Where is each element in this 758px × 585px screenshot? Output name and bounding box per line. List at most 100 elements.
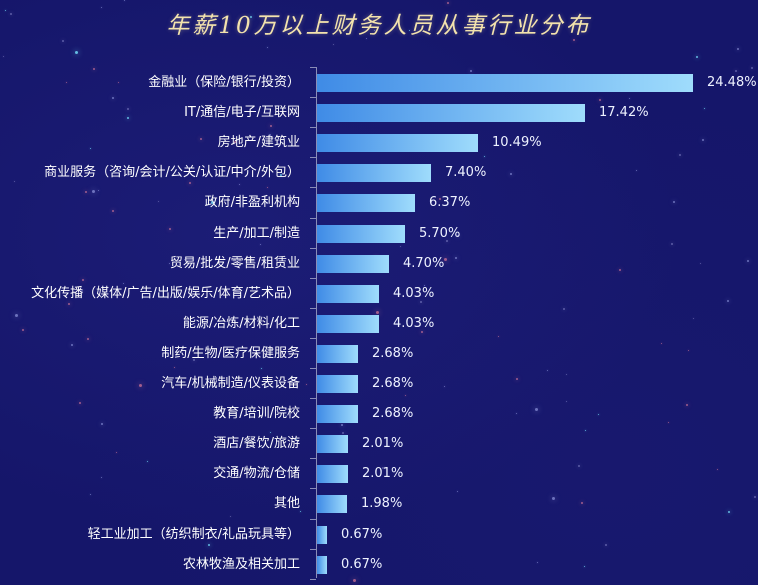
star-decoration: [581, 502, 583, 504]
star-decoration: [66, 82, 67, 83]
value-label: 2.68%: [372, 376, 414, 391]
star-decoration: [735, 70, 737, 72]
bar-row: 教育/培训/院校 2.68%: [0, 399, 758, 429]
star-decoration: [619, 269, 621, 271]
star-decoration: [704, 108, 705, 109]
bar: [317, 104, 585, 122]
star-decoration: [484, 156, 485, 157]
value-label: 17.42%: [599, 105, 649, 120]
bar-row: 文化传播（媒体/广告/出版/娱乐/体育/艺术品） 4.03%: [0, 279, 758, 309]
star-decoration: [727, 300, 729, 302]
category-label: 金融业（保险/银行/投资）: [148, 75, 300, 90]
star-decoration: [535, 408, 538, 411]
bar: [317, 225, 405, 243]
star-decoration: [673, 201, 675, 203]
y-axis-tick: [310, 398, 316, 399]
star-decoration: [598, 414, 599, 415]
star-decoration: [82, 279, 84, 281]
star-decoration: [405, 395, 406, 396]
star-decoration: [5, 10, 6, 11]
star-decoration: [81, 290, 83, 292]
star-decoration: [93, 68, 95, 70]
bar-row: IT/通信/电子/互联网 17.42%: [0, 98, 758, 128]
star-decoration: [116, 452, 117, 453]
star-decoration: [686, 404, 688, 406]
value-label: 1.98%: [361, 496, 403, 511]
star-decoration: [158, 201, 159, 202]
y-axis-tick: [310, 187, 316, 188]
bar-row: 金融业（保险/银行/投资） 24.48%: [0, 68, 758, 98]
y-axis-tick: [310, 67, 316, 68]
star-decoration: [127, 108, 129, 110]
y-axis-tick: [310, 308, 316, 309]
star-decoration: [85, 191, 87, 193]
bar-row: 贸易/批发/零售/租赁业 4.70%: [0, 249, 758, 279]
bar: [317, 164, 431, 182]
value-label: 2.68%: [372, 346, 414, 361]
bar-row: 其他 1.98%: [0, 489, 758, 519]
y-axis-tick: [310, 428, 316, 429]
star-decoration: [260, 244, 261, 245]
star-decoration: [400, 246, 401, 247]
y-axis-tick: [310, 338, 316, 339]
bar: [317, 405, 358, 423]
star-decoration: [566, 401, 567, 402]
category-label: 商业服务（咨询/会计/公关/认证/中介/外包）: [44, 165, 300, 180]
y-axis-tick: [310, 278, 316, 279]
y-axis-tick: [310, 549, 316, 550]
star-decoration: [700, 263, 701, 264]
star-decoration: [751, 67, 753, 69]
star-decoration: [661, 343, 662, 344]
star-decoration: [457, 491, 458, 492]
star-decoration: [200, 138, 202, 140]
y-axis-tick: [310, 157, 316, 158]
star-decoration: [552, 497, 555, 500]
star-decoration: [585, 430, 586, 431]
star-decoration: [118, 82, 119, 83]
star-decoration: [605, 544, 607, 546]
y-axis-tick: [310, 579, 316, 580]
bar: [317, 495, 347, 513]
star-decoration: [421, 331, 423, 333]
bar-row: 酒店/餐饮/旅游 2.01%: [0, 429, 758, 459]
star-decoration: [696, 56, 698, 58]
star-decoration: [668, 422, 669, 423]
star-decoration: [444, 258, 447, 261]
star-decoration: [688, 350, 689, 351]
star-decoration: [15, 314, 18, 317]
category-label: IT/通信/电子/互联网: [184, 105, 300, 120]
bar-row: 轻工业加工（纺织制衣/礼品玩具等） 0.67%: [0, 520, 758, 550]
y-axis-tick: [310, 97, 316, 98]
star-decoration: [270, 432, 271, 433]
value-label: 0.67%: [341, 557, 383, 572]
star-decoration: [234, 141, 236, 143]
bar: [317, 435, 348, 453]
bar-row: 农林牧渔及相关加工 0.67%: [0, 550, 758, 580]
star-decoration: [717, 469, 718, 470]
bar: [317, 556, 327, 574]
category-label: 生产/加工/制造: [213, 226, 300, 241]
bar: [317, 134, 478, 152]
star-decoration: [239, 184, 240, 185]
star-decoration: [510, 173, 512, 175]
star-decoration: [112, 97, 114, 99]
bar: [317, 285, 379, 303]
y-axis-tick: [310, 368, 316, 369]
bar: [317, 465, 348, 483]
star-decoration: [457, 235, 459, 237]
category-label: 酒店/餐饮/旅游: [213, 436, 300, 451]
y-axis-tick: [310, 127, 316, 128]
star-decoration: [124, 0, 125, 1]
star-decoration: [90, 494, 91, 495]
category-label: 交通/物流/仓储: [213, 466, 300, 481]
chart-title: 年薪10万以上财务人员从事行业分布: [166, 13, 592, 39]
star-decoration: [444, 386, 445, 387]
star-decoration: [516, 413, 517, 414]
star-decoration: [79, 402, 81, 404]
bar-row: 房地产/建筑业 10.49%: [0, 128, 758, 158]
star-decoration: [101, 477, 102, 478]
star-decoration: [261, 368, 262, 369]
star-decoration: [516, 378, 518, 380]
star-decoration: [306, 384, 307, 385]
